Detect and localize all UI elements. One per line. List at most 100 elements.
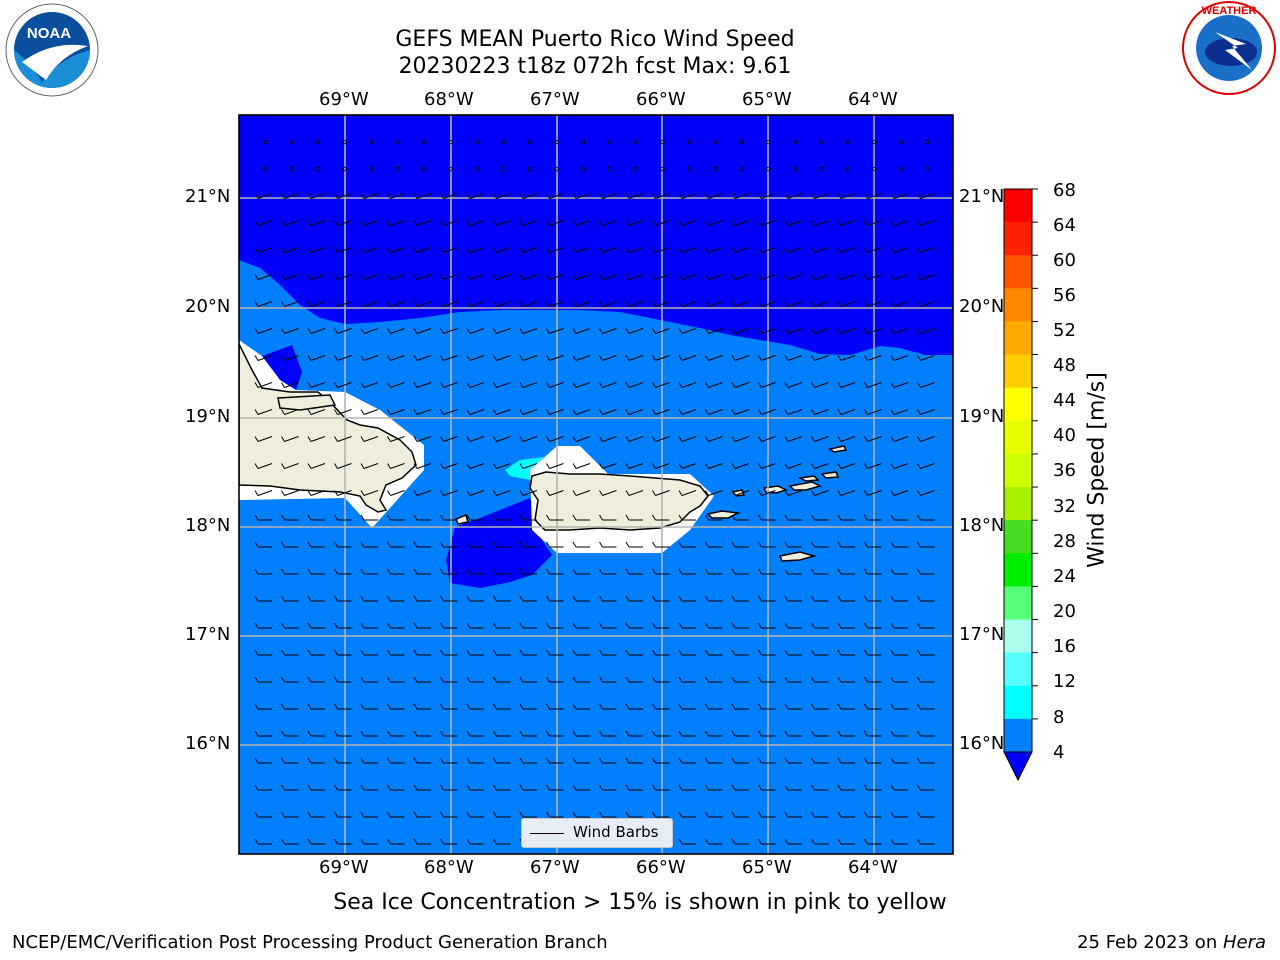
wind-barb (440, 490, 458, 496)
wind-barb (493, 409, 511, 415)
wind-barb (466, 838, 484, 845)
wind-barb (387, 676, 405, 683)
wind-barb (360, 622, 378, 629)
wind-barb (625, 301, 644, 307)
wind-barb (466, 595, 484, 602)
wind-barb (334, 730, 352, 737)
calm-wind-marker (792, 166, 798, 172)
wind-barb (519, 757, 537, 764)
wind-barb (519, 595, 537, 602)
wind-barb (864, 382, 882, 388)
wind-barb (864, 301, 882, 307)
wind-barb (254, 463, 273, 469)
wind-barb (387, 622, 405, 629)
wind-barb (387, 649, 405, 656)
wind-barb (917, 568, 935, 575)
cbar-tick-48: 48 (1053, 355, 1076, 376)
wind-barb (864, 568, 882, 575)
wind-barb (837, 676, 855, 683)
wind-barb (917, 220, 935, 226)
wind-barb (652, 784, 670, 791)
wind-barb (784, 649, 802, 656)
wind-barb (890, 595, 908, 602)
wind-barb (811, 568, 829, 575)
wind-barb (599, 676, 617, 683)
cbar-tick-12: 12 (1053, 671, 1076, 692)
wind-barb (811, 811, 829, 818)
wind-barb (281, 193, 299, 199)
colorbar-segment (1004, 354, 1032, 389)
wind-barb (466, 193, 485, 199)
wind-barb (705, 595, 723, 602)
wind-barb (360, 811, 378, 818)
cbar-tick-64: 64 (1053, 215, 1076, 236)
wind-barb (864, 730, 882, 737)
wind-barb (705, 274, 723, 280)
wind-barb (360, 514, 378, 521)
cbar-tick-24: 24 (1053, 566, 1076, 587)
colorbar-extend-arrow (1003, 751, 1033, 782)
cbar-tick-4: 4 (1053, 742, 1065, 763)
wind-barb (413, 247, 432, 253)
wind-barb (387, 274, 405, 280)
wind-barb (599, 514, 617, 521)
wind-barb (281, 328, 299, 334)
calm-wind-marker (289, 166, 294, 172)
cbar-tick-52: 52 (1053, 320, 1076, 341)
wind-barb (307, 514, 325, 521)
wind-field-low-north (239, 115, 953, 355)
wind-barb (413, 595, 431, 602)
wind-barb (784, 811, 802, 818)
colorbar-segment (1004, 586, 1032, 621)
wind-barb (678, 784, 696, 791)
wind-barb (440, 328, 458, 334)
calm-wind-marker (580, 166, 586, 172)
wind-barb (519, 622, 537, 629)
wind-barb (281, 568, 299, 575)
wind-barb (890, 784, 908, 791)
wind-barb (652, 274, 670, 280)
wind-field-low-hispaniola (262, 345, 302, 390)
wind-barb (625, 490, 644, 496)
wind-barb (758, 274, 776, 280)
wind-barb (519, 247, 538, 253)
calm-wind-marker (819, 139, 824, 145)
wind-barb (731, 220, 750, 226)
wind-barb (705, 220, 723, 226)
wind-barb (784, 568, 802, 575)
wind-barb (652, 490, 670, 496)
wind-barb (864, 409, 882, 415)
wind-barb (890, 463, 909, 469)
wind-barb (811, 730, 829, 737)
wind-barb (519, 490, 538, 496)
wind-barb (254, 193, 273, 199)
wind-barb (837, 622, 855, 629)
colorbar-frame (1003, 188, 1033, 753)
wind-barb (678, 514, 696, 521)
wind-barb (811, 649, 829, 656)
wind-barb (440, 382, 458, 388)
wind-barb (413, 568, 431, 575)
wind-barb (678, 220, 697, 226)
wind-barb (811, 541, 829, 548)
wind-barb (678, 541, 696, 548)
wind-barb (572, 382, 591, 388)
wind-barb (519, 274, 538, 280)
wind-barb (546, 811, 564, 818)
wind-barb (678, 595, 696, 602)
wind-barb (307, 274, 326, 280)
wind-barb (546, 541, 564, 548)
lon-top-66: 66°W (636, 89, 686, 110)
wind-barb (519, 649, 537, 656)
land-islet-2 (455, 513, 469, 525)
wind-barb (334, 409, 352, 415)
wind-barb (466, 649, 484, 656)
wind-barb (758, 328, 776, 334)
wind-barb (784, 301, 803, 307)
wind-barb (731, 409, 750, 415)
wind-barb (758, 436, 776, 442)
wind-barb (519, 436, 538, 442)
wind-barb (334, 328, 352, 334)
wind-barb (652, 301, 670, 307)
wind-barb (334, 676, 352, 683)
